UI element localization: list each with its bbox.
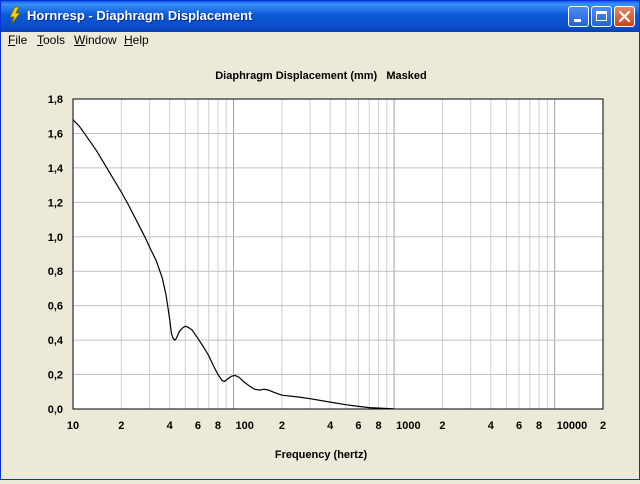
y-axis-ticks: 0,0 0,2 0,4 0,6 0,8 1,0 1,2 1,4 1,6 1,8	[48, 94, 64, 416]
x-tick-label: 8	[215, 420, 221, 432]
y-tick-label: 1,4	[48, 163, 64, 175]
menu-file[interactable]: File	[8, 33, 28, 47]
x-tick-label: 2	[600, 420, 606, 432]
y-tick-label: 1,6	[48, 128, 63, 140]
x-tick-label: 6	[195, 420, 201, 432]
y-tick-label: 0,6	[48, 301, 63, 313]
x-tick-label: 2	[118, 420, 124, 432]
maximize-icon	[596, 11, 607, 21]
menu-bar: File Tools Window Help	[1, 32, 639, 50]
x-tick-label: 100	[236, 420, 254, 432]
title-bar[interactable]: Hornresp - Diaphragm Displacement	[1, 1, 639, 32]
minimize-button[interactable]	[568, 6, 589, 27]
close-button[interactable]	[614, 6, 635, 27]
x-tick-label: 6	[516, 420, 522, 432]
x-tick-label: 4	[327, 420, 334, 432]
close-icon	[618, 10, 631, 23]
x-tick-label: 8	[536, 420, 542, 432]
chart-area: 0,0 0,2 0,4 0,6 0,8 1,0 1,2 1,4 1,6 1,8 10 2 4 6 8 100…	[1, 50, 639, 479]
maximize-button[interactable]	[591, 6, 612, 27]
x-tick-label: 4	[488, 420, 495, 432]
y-tick-label: 1,0	[48, 232, 63, 244]
hornresp-app-icon	[9, 7, 21, 25]
y-tick-label: 0,8	[48, 266, 63, 278]
plot-area	[72, 98, 604, 410]
chart-series	[72, 119, 395, 410]
menu-tools[interactable]: Tools	[37, 33, 66, 47]
y-tick-label: 1,8	[48, 94, 63, 106]
x-tick-label: 10	[67, 420, 79, 432]
window-title: Hornresp - Diaphragm Displacement	[27, 8, 253, 23]
x-tick-label: 10000	[557, 420, 588, 432]
displacement-chart: 0,0 0,2 0,4 0,6 0,8 1,0 1,2 1,4 1,6 1,8 10 2 4 6 8 100…	[48, 70, 606, 461]
x-tick-label: 8	[375, 420, 381, 432]
chart-grid	[73, 99, 603, 409]
x-axis-label: Frequency (hertz)	[275, 449, 368, 461]
x-tick-label: 1000	[396, 420, 420, 432]
x-axis-ticks: 10 2 4 6 8 100 2 4 6 8 1000 2 4 6 8 10000 2	[67, 420, 606, 432]
y-tick-label: 0,0	[48, 404, 63, 416]
x-tick-label: 2	[279, 420, 285, 432]
menu-window[interactable]: Window	[74, 33, 117, 47]
x-tick-label: 6	[355, 420, 361, 432]
y-tick-label: 0,2	[48, 370, 63, 382]
plot-background	[73, 99, 603, 409]
displacement-series-line	[72, 119, 395, 410]
y-tick-label: 1,2	[48, 197, 63, 209]
y-tick-label: 0,4	[48, 335, 64, 347]
x-tick-label: 4	[167, 420, 174, 432]
minimize-icon	[574, 19, 581, 22]
chart-title: Diaphragm Displacement (mm) Masked	[215, 70, 427, 82]
x-tick-label: 2	[439, 420, 445, 432]
menu-help[interactable]: Help	[124, 33, 149, 47]
